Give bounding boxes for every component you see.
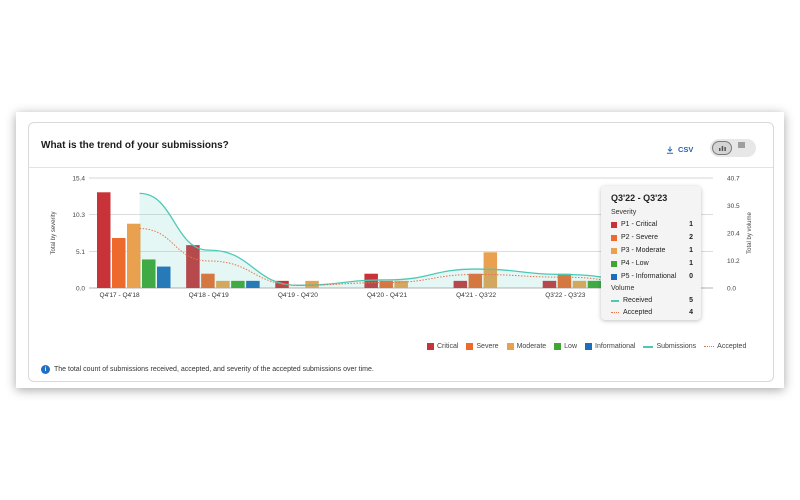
submissions-line [139, 192, 655, 286]
tooltip-row-moderate: P3 - Moderate 1 [611, 247, 693, 254]
bar-critical [542, 280, 557, 288]
severe-swatch [466, 343, 474, 350]
tooltip-row-severe: P2 - Severe 2 [611, 234, 693, 241]
bar-moderate [216, 280, 230, 288]
moderate-swatch [611, 247, 617, 254]
y-tick-right: 0.0 [727, 286, 736, 293]
bar-moderate [394, 280, 408, 288]
chart-tooltip: Q3'22 - Q3'23 Severity P1 - Critical 1 P… [601, 186, 701, 320]
info-icon: i [41, 365, 50, 374]
x-tick-label: Q3'22 - Q3'23 [545, 292, 585, 299]
y-tick-left: 15.4 [72, 176, 85, 183]
informational-swatch [585, 343, 592, 350]
tooltip-row-informational: P5 - Informational 0 [611, 273, 693, 280]
tooltip-row-low: P4 - Low 1 [611, 260, 693, 267]
tooltip-severity-heading: Severity [611, 209, 637, 216]
bar-critical [453, 280, 468, 288]
table-icon[interactable] [738, 142, 745, 150]
submissions-area [139, 193, 655, 288]
tooltip-row-critical: P1 - Critical 1 [611, 221, 693, 228]
legend-informational[interactable]: Informational [585, 343, 635, 350]
tooltip-volume-heading: Volume [611, 285, 635, 292]
view-toggle[interactable] [710, 139, 756, 157]
x-tick-label: Q4'18 - Q4'19 [189, 292, 229, 299]
bar-moderate [127, 223, 141, 288]
y-tick-left: 0.0 [76, 286, 85, 293]
x-tick-label: Q4'20 - Q4'21 [367, 292, 407, 299]
moderate-swatch [506, 343, 514, 350]
informational-swatch [611, 273, 617, 280]
y-axis-label-right: Total by volume [747, 211, 753, 253]
y-axis-label-left: Total by severity [51, 211, 57, 254]
critical-swatch [611, 221, 617, 228]
card-title: What is the trend of your submissions? [41, 140, 229, 151]
csv-label: CSV [678, 145, 694, 154]
legend-accepted[interactable]: Accepted [704, 343, 746, 350]
bar-severe [112, 238, 126, 288]
bar-severe [379, 280, 393, 288]
bar-severe [201, 273, 215, 288]
bar-moderate [483, 252, 498, 288]
bar-low [231, 280, 245, 288]
download-icon [667, 146, 673, 154]
received-line-swatch [611, 299, 619, 302]
x-tick-label: Q4'17 - Q4'18 [100, 292, 140, 299]
y-tick-right: 10.2 [727, 258, 740, 265]
x-tick-label: Q4'19 - Q4'20 [278, 292, 318, 299]
bar-severe [468, 273, 483, 288]
bar-informational [246, 280, 260, 288]
bar-chart-icon[interactable] [712, 141, 732, 155]
bar-moderate [572, 280, 587, 288]
chart-legend: Critical Severe Moderate Low Information… [427, 343, 746, 350]
csv-download-button[interactable]: CSV [666, 145, 693, 154]
y-tick-left: 5.1 [76, 249, 85, 256]
legend-severe[interactable]: Severe [466, 343, 499, 350]
tooltip-row-accepted: Accepted 4 [611, 309, 693, 316]
y-tick-right: 30.5 [727, 203, 740, 210]
accepted-line-swatch [704, 346, 715, 347]
tooltip-row-received: Received 5 [611, 297, 693, 304]
legend-submissions[interactable]: Submissions [643, 343, 696, 350]
critical-swatch [427, 343, 434, 350]
accepted-line-swatch [611, 312, 619, 313]
x-tick-label: Q4'21 - Q3'22 [456, 292, 496, 299]
header-divider [29, 167, 773, 168]
y-tick-left: 10.3 [72, 212, 85, 219]
bar-informational [157, 266, 171, 288]
tooltip-title: Q3'22 - Q3'23 [611, 193, 668, 203]
legend-critical[interactable]: Critical [427, 343, 458, 350]
card-frame: What is the trend of your submissions? C… [16, 112, 784, 388]
legend-moderate[interactable]: Moderate [506, 343, 546, 350]
bar-low [142, 259, 156, 288]
accepted-line [139, 228, 655, 286]
y-tick-right: 20.4 [727, 231, 740, 238]
bar-critical [186, 245, 200, 288]
submissions-line-swatch [643, 345, 654, 348]
severe-swatch [611, 234, 617, 241]
submissions-trend-card: What is the trend of your submissions? C… [28, 122, 774, 382]
footnote-text: The total count of submissions received,… [54, 366, 374, 373]
footnote: i The total count of submissions receive… [41, 365, 374, 374]
legend-low[interactable]: Low [554, 343, 577, 350]
bar-critical [97, 192, 111, 288]
low-swatch [554, 343, 562, 350]
y-tick-right: 40.7 [727, 176, 740, 183]
bar-low [587, 280, 602, 288]
low-swatch [611, 260, 617, 267]
